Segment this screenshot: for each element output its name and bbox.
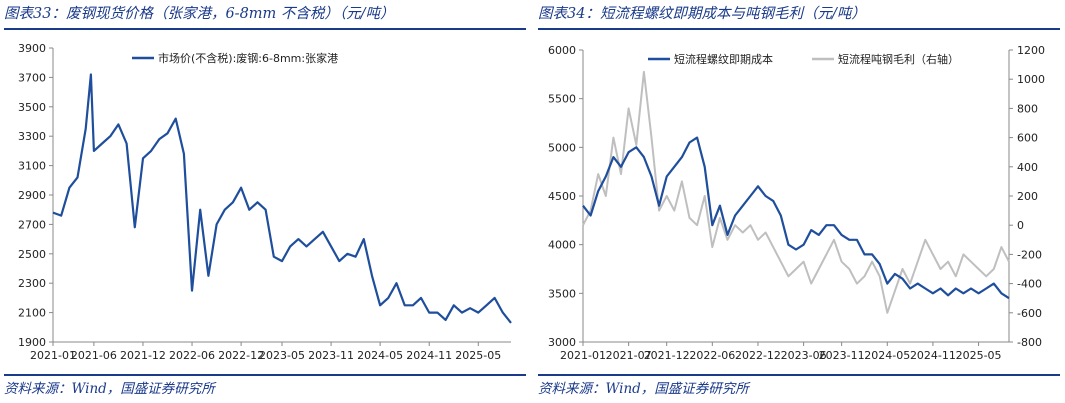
left-chart-source: 资料来源：Wind，国盛证券研究所 [4, 381, 215, 397]
series-line-gross-margin [582, 70, 1010, 314]
left-chart-title: 图表33：废钢现货价格（张家港，6-8mm 不含税）（元/吨） [4, 6, 395, 22]
x-tick-label: 2024-11 [406, 349, 452, 362]
y-tick-label: 1900 [18, 336, 46, 349]
y2-tick-label: -200 [1017, 248, 1042, 261]
right-source-rule [538, 374, 1060, 376]
y2-tick-label: 1000 [1017, 73, 1045, 86]
x-tick-label: 2023-11 [819, 349, 865, 362]
x-tick-label: 2023-11 [308, 349, 354, 362]
y2-tick-label: 600 [1017, 132, 1038, 145]
y-tick-label: 2100 [18, 307, 46, 320]
x-tick-label: 2023-05 [259, 349, 305, 362]
y-tick-label: 2300 [18, 277, 46, 290]
x-tick-label: 2021-07 [606, 349, 652, 362]
y-tick-label: 5000 [548, 141, 576, 154]
y-tick-label: 3000 [548, 336, 576, 349]
y-tick-label: 2900 [18, 189, 46, 202]
x-tick-label: 2022-12 [735, 349, 781, 362]
y-tick-label: 3900 [18, 42, 46, 55]
y2-tick-label: -400 [1017, 278, 1042, 291]
x-tick-label: 2021-06 [71, 349, 117, 362]
y-tick-label: 4500 [548, 190, 576, 203]
y2-tick-label: 800 [1017, 102, 1038, 115]
legend-label: 短流程螺纹即期成本 [674, 52, 773, 66]
x-tick-label: 2022-12 [218, 349, 264, 362]
right-title-rule [538, 28, 1060, 30]
x-tick-label: 2024-05 [864, 349, 910, 362]
y2-tick-label: 0 [1017, 219, 1024, 232]
y-tick-label: 3700 [18, 71, 46, 84]
x-tick-label: 2022-06 [169, 349, 215, 362]
series-line-primary [582, 136, 1010, 300]
right-chart-title: 图表34：短流程螺纹即期成本与吨钢毛利（元/吨） [538, 6, 866, 22]
x-tick-label: 2024-11 [910, 349, 956, 362]
x-tick-label: 2021-12 [644, 349, 690, 362]
left-title-rule [4, 28, 526, 30]
y-tick-label: 3300 [18, 130, 46, 143]
legend-label: 短流程吨钢毛利（右轴） [838, 52, 959, 66]
x-tick-label: 2023-06 [781, 349, 827, 362]
x-tick-label: 2021-12 [120, 349, 166, 362]
x-tick-label: 2025-05 [956, 349, 1002, 362]
y2-tick-label: 1200 [1017, 44, 1045, 57]
left-source-rule [4, 374, 526, 376]
right-chart-panel: 图表34：短流程螺纹即期成本与吨钢毛利（元/吨） 3000 3500 4000 450… [538, 0, 1060, 403]
y-tick-label: 2500 [18, 248, 46, 261]
y2-tick-label: -600 [1017, 307, 1042, 320]
y-tick-label: 3100 [18, 160, 46, 173]
legend-label: 市场价(不含税):废钢:6-8mm:张家港 [158, 51, 338, 65]
y2-tick-label: 400 [1017, 161, 1038, 174]
series-line-primary [52, 73, 512, 324]
x-tick-label: 2024-05 [357, 349, 403, 362]
left-line-chart: 1900 2100 2300 2500 2700 2900 3100 3300 3500 3700… [18, 42, 512, 362]
y-tick-label: 4000 [548, 239, 576, 252]
right-line-chart: 3000350040004500500055006000-800-600-400… [548, 44, 1045, 362]
x-tick-label: 2021-01 [30, 349, 76, 362]
y-tick-label: 5500 [548, 93, 576, 106]
y-tick-label: 2700 [18, 218, 46, 231]
y2-tick-label: 200 [1017, 190, 1038, 203]
y2-tick-label: -800 [1017, 336, 1042, 349]
y-tick-label: 3500 [18, 101, 46, 114]
y-tick-label: 3500 [548, 287, 576, 300]
x-tick-label: 2022-06 [689, 349, 735, 362]
left-chart-panel: 图表33：废钢现货价格（张家港，6-8mm 不含税）（元/吨） 1900 2100… [4, 0, 526, 403]
right-chart-source: 资料来源：Wind，国盛证券研究所 [538, 381, 749, 397]
y-tick-label: 6000 [548, 44, 576, 57]
x-tick-label: 2025-05 [455, 349, 501, 362]
x-tick-label: 2021-01 [560, 349, 606, 362]
